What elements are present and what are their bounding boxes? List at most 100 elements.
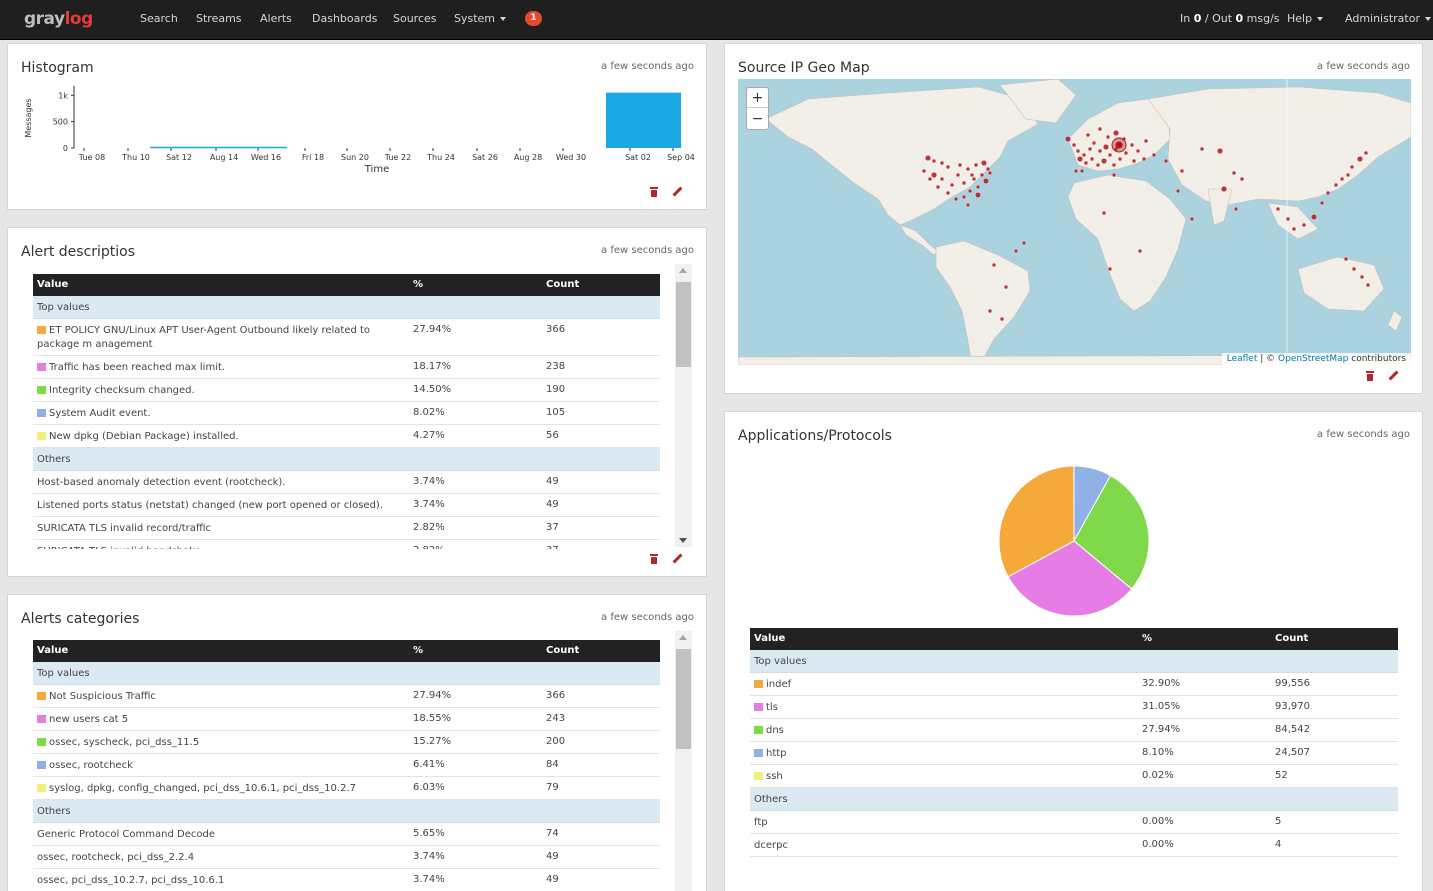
map-marker[interactable] (1163, 158, 1169, 164)
map-marker[interactable] (1189, 216, 1195, 222)
scroll-down-icon[interactable] (679, 538, 687, 543)
scroll-up-icon[interactable] (679, 268, 687, 273)
table-row[interactable]: dns 27.94% 84,542 (750, 719, 1398, 742)
map-marker[interactable] (1231, 170, 1237, 176)
table-row[interactable]: ssh 0.02% 52 (750, 765, 1398, 788)
map-marker[interactable] (1301, 222, 1307, 228)
map-marker[interactable] (967, 188, 973, 194)
nav-help[interactable]: Help (1287, 12, 1324, 25)
notification-badge[interactable]: 1 (525, 11, 542, 26)
table-row[interactable]: dcerpc 0.00% 4 (750, 834, 1398, 857)
graylog-logo[interactable]: graylog (24, 9, 93, 29)
map-marker[interactable] (973, 162, 979, 168)
edit-icon[interactable] (672, 554, 682, 564)
zoom-out-button[interactable]: − (751, 111, 764, 127)
map-marker[interactable] (961, 194, 967, 200)
map-marker[interactable] (1113, 130, 1120, 137)
quick-values-table-wrapper[interactable]: Value% Count Top values ET POLICY GNU/Linux… (33, 274, 663, 549)
map-marker[interactable] (1013, 248, 1019, 254)
map-marker[interactable] (945, 190, 951, 196)
map-marker[interactable] (1345, 172, 1351, 178)
map-marker[interactable] (1365, 282, 1371, 288)
table-row[interactable]: Listened ports status (netstat) changed … (33, 494, 660, 517)
map-canvas[interactable] (738, 79, 1411, 365)
osm-link[interactable]: OpenStreetMap (1278, 354, 1349, 364)
map-marker[interactable] (1095, 162, 1101, 168)
table-row[interactable]: Integrity checksum changed. 14.50% 190 (33, 379, 660, 402)
header-count[interactable]: Count (1275, 633, 1309, 644)
map-marker[interactable] (1339, 176, 1345, 182)
nav-dashboards[interactable]: Dashboards (312, 12, 378, 25)
map-marker[interactable] (1141, 156, 1147, 162)
map-marker[interactable] (985, 166, 991, 172)
table-scrollbar[interactable] (675, 264, 692, 547)
map-marker[interactable] (1239, 176, 1245, 182)
map-marker[interactable] (969, 172, 975, 178)
header-percent[interactable]: % (413, 279, 424, 290)
map-marker[interactable] (945, 164, 951, 170)
map-marker[interactable] (1079, 168, 1085, 174)
map-marker[interactable] (924, 154, 931, 161)
header-percent[interactable]: % (1142, 633, 1153, 644)
nav-user-menu[interactable]: Administrator (1345, 12, 1431, 25)
map-marker[interactable] (1003, 284, 1009, 290)
map-marker[interactable] (982, 177, 989, 184)
map-marker[interactable] (1081, 152, 1087, 158)
header-value[interactable]: Value (754, 633, 786, 644)
map-marker[interactable] (980, 159, 987, 166)
table-row[interactable]: ossec, pci_dss_10.2.7, pci_dss_10.6.1 3.7… (33, 869, 660, 891)
nav-streams[interactable]: Streams (196, 12, 242, 25)
map-marker[interactable] (1101, 210, 1107, 216)
map-marker[interactable] (1291, 226, 1297, 232)
table-row[interactable]: http 8.10% 24,507 (750, 742, 1398, 765)
map-marker[interactable] (1123, 150, 1129, 156)
table-row[interactable]: tls 31.05% 93,970 (750, 696, 1398, 719)
zoom-in-button[interactable]: + (747, 88, 768, 108)
table-scrollbar[interactable] (675, 631, 692, 891)
map-marker[interactable] (1217, 147, 1224, 154)
map-marker[interactable] (991, 262, 997, 268)
map-marker[interactable] (1091, 140, 1097, 146)
map-marker[interactable] (965, 166, 971, 172)
map-marker[interactable] (1117, 156, 1123, 162)
edit-icon[interactable] (672, 187, 682, 197)
map-marker[interactable] (987, 170, 993, 176)
table-row[interactable]: Traffic has been reached max limit. 18.17… (33, 356, 660, 379)
map-marker[interactable] (1359, 274, 1365, 280)
nav-alerts[interactable]: Alerts (260, 12, 292, 25)
map-marker[interactable] (1135, 148, 1141, 154)
map-marker[interactable] (1107, 266, 1113, 272)
map-marker[interactable] (1311, 213, 1318, 220)
map-marker[interactable] (974, 191, 981, 198)
map-marker[interactable] (1221, 185, 1228, 192)
table-row[interactable]: new users cat 5 18.55% 243 (33, 708, 660, 731)
map-marker[interactable] (1151, 152, 1157, 158)
nav-search[interactable]: Search (140, 12, 178, 25)
histogram-bar[interactable] (606, 92, 681, 148)
map-marker[interactable] (1325, 190, 1331, 196)
map-marker[interactable] (1107, 152, 1113, 158)
pie-slice[interactable] (1073, 474, 1150, 590)
map-marker[interactable] (1351, 266, 1357, 272)
scroll-up-icon[interactable] (679, 635, 687, 640)
map-marker[interactable] (955, 172, 961, 178)
header-percent[interactable]: % (413, 645, 424, 656)
table-row[interactable]: ossec, syscheck, pci_dss_11.5 15.27% 200 (33, 731, 660, 754)
table-row[interactable]: Host-based anomaly detection event (root… (33, 471, 660, 494)
map-marker[interactable] (1097, 126, 1103, 132)
map-marker[interactable] (975, 184, 981, 190)
map-marker[interactable] (1199, 146, 1205, 152)
table-row[interactable]: ET POLICY GNU/Linux APT User-Agent Outbo… (33, 319, 660, 356)
map-marker[interactable] (1275, 206, 1281, 212)
scroll-thumb[interactable] (676, 649, 691, 749)
map-marker[interactable] (930, 171, 937, 178)
header-value[interactable]: Value (37, 279, 69, 290)
map-marker[interactable] (1103, 143, 1110, 150)
pie-slice[interactable] (1007, 540, 1133, 617)
map-marker[interactable] (1343, 256, 1349, 262)
map-marker[interactable] (939, 176, 945, 182)
map-marker[interactable] (1097, 148, 1103, 154)
map-marker[interactable] (979, 172, 985, 178)
map-marker[interactable] (939, 160, 945, 166)
map-marker[interactable] (931, 158, 937, 164)
